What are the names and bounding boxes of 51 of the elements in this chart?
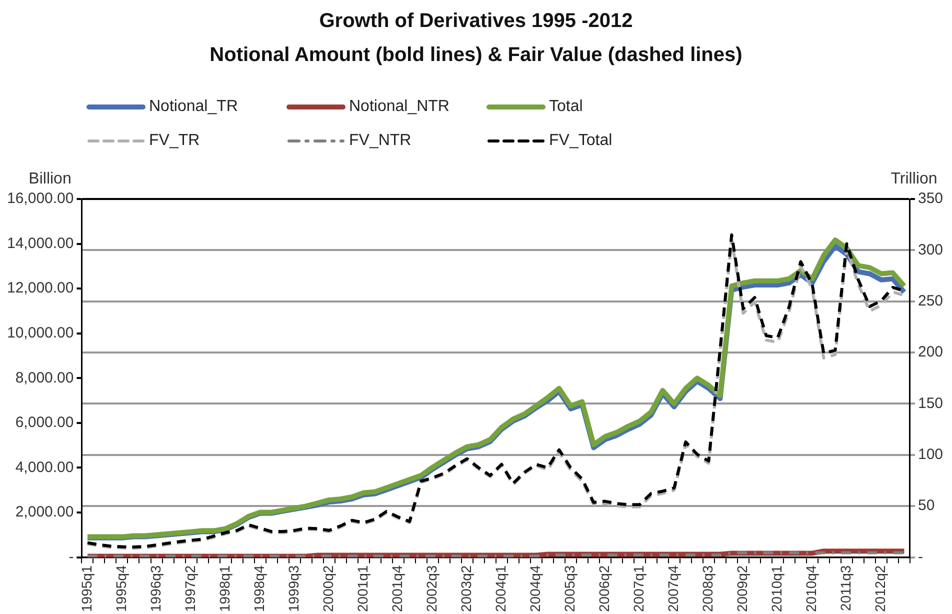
y-tick-label: 6,000.00	[15, 414, 74, 432]
y-tick-label: -	[68, 548, 74, 566]
x-tick-label: 2010q4	[803, 565, 820, 612]
chart-title: Growth of Derivatives 1995 -2012	[318, 9, 634, 34]
y-tick-label: 14,000.00	[6, 234, 74, 252]
x-tick-label: 2001q4	[388, 565, 405, 612]
legend-label: FV_NTR	[349, 132, 412, 150]
y-tick-label: 16,000.00	[6, 190, 74, 208]
x-tick-label: 1996q3	[147, 565, 164, 612]
x-tick-label: 2008q3	[700, 565, 716, 612]
y2-tick-label: 300	[918, 241, 944, 258]
legend-label: Total	[549, 98, 583, 116]
x-tick-label: 2002q3	[423, 565, 440, 612]
y2-axis-title: Trillion	[890, 170, 938, 188]
x-tick-label: 2012q2	[872, 565, 888, 612]
x-tick-label: 2001q1	[354, 565, 370, 612]
x-tick-label: 2004q4	[526, 565, 543, 612]
y-tick-label: 8,000.00	[15, 369, 74, 386]
y2-tick-label: 50	[918, 497, 935, 514]
y-tick-label: 2,000.00	[15, 504, 74, 521]
x-tick-label: 2000q2	[320, 565, 336, 612]
y-axis-title: Billion	[28, 170, 72, 188]
y-tick-label: 10,000.00	[6, 324, 74, 342]
y2-tick-label: -	[918, 548, 923, 566]
y2-tick-label: 100	[918, 446, 944, 464]
x-tick-label: 1995q1	[78, 565, 94, 612]
x-tick-label: 2003q2	[458, 565, 474, 612]
y2-tick-label: 250	[918, 292, 944, 310]
x-tick-label: 2010q1	[768, 565, 785, 612]
x-tick-label: 2007q1	[630, 565, 647, 612]
x-tick-label: 1995q4	[112, 565, 129, 612]
y-tick-label: 4,000.00	[15, 458, 74, 476]
x-tick-label: 2009q2	[734, 565, 750, 612]
y2-tick-label: 350	[918, 190, 944, 208]
legend-label: FV_TR	[149, 132, 200, 150]
legend-label: Notional_TR	[149, 98, 238, 116]
legend-label: Notional_NTR	[349, 98, 450, 116]
x-tick-label: 1999q3	[285, 565, 302, 612]
chart-subtitle: Notional Amount (bold lines) & Fair Value (dashed lines)	[208, 43, 744, 68]
x-tick-label: 2006q2	[596, 565, 612, 612]
y2-tick-label: 200	[918, 344, 944, 361]
x-tick-label: 1998q1	[216, 565, 232, 612]
y2-tick-label: 150	[918, 394, 944, 412]
x-tick-label: 2007q4	[665, 565, 682, 612]
x-tick-label: 2011q3	[838, 565, 854, 611]
x-tick-label: 2004q1	[492, 565, 508, 612]
legend-label: FV_Total	[549, 132, 612, 150]
y-tick-label: 12,000.00	[6, 280, 74, 297]
x-tick-label: 1997q2	[182, 565, 198, 612]
x-tick-label: 2005q3	[561, 565, 578, 612]
x-tick-label: 1998q4	[250, 565, 267, 612]
